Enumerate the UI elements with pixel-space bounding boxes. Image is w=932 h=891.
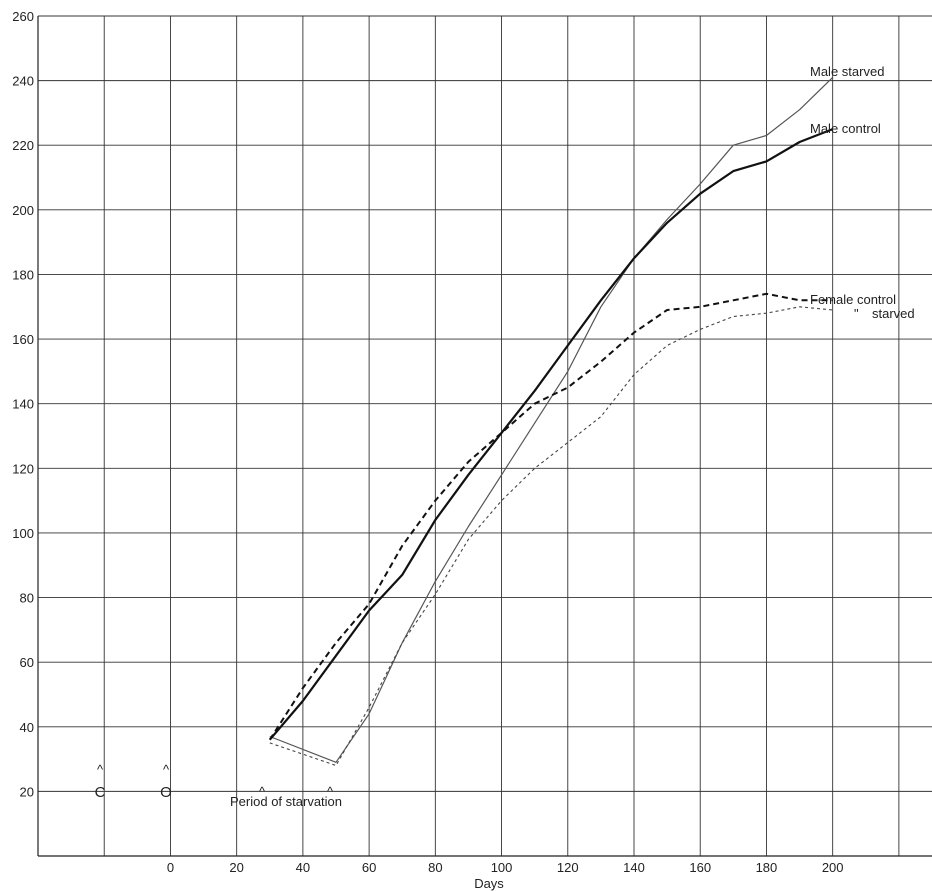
chart-series [268,76,834,767]
caret-o: ^ [163,762,170,777]
marker-c: C [95,784,106,801]
y-tick-label: 220 [12,138,34,153]
x-tick-label: 0 [167,860,174,875]
y-tick-label: 160 [12,332,34,347]
x-tick-label: 140 [623,860,645,875]
y-tick-label: 180 [12,267,34,282]
x-tick-label: 40 [296,860,310,875]
x-tick-label: 80 [428,860,442,875]
y-tick-label: 100 [12,526,34,541]
caret-period-end: ^ [327,784,334,799]
x-tick-label: 100 [491,860,513,875]
series-line-male-control [268,128,834,741]
annotation-period-of-starvation: Period of starvation [230,794,342,809]
y-tick-label: 120 [12,461,34,476]
x-axis-ticks: 0 20 40 60 80 100 120 140 160 180 200 [167,860,844,875]
y-tick-label: 40 [20,720,34,735]
marker-o: O [160,784,172,801]
y-axis-ticks: 20 40 60 80 100 120 140 160 180 200 220 240 260 [12,9,34,799]
series-label-male-starved: Male starved [810,64,884,79]
series-line-starved [269,306,833,767]
chart-grid [37,15,932,857]
caret-c: ^ [97,762,104,777]
caret-period-start: ^ [259,784,266,799]
series-line-female-control [268,292,833,741]
y-tick-label: 20 [20,784,34,799]
y-tick-label: 140 [12,397,34,412]
x-axis-label: Days [474,876,504,891]
x-tick-label: 20 [229,860,243,875]
x-tick-label: 60 [362,860,376,875]
x-tick-label: 180 [756,860,778,875]
x-tick-label: 200 [822,860,844,875]
x-tick-label: 160 [689,860,711,875]
y-tick-label: 200 [12,203,34,218]
x-tick-label: 120 [557,860,579,875]
y-tick-label: 60 [20,655,34,670]
y-tick-label: 240 [12,74,34,89]
series-label-female-control: Female control [810,292,896,307]
series-label-ditto-mark: " [854,306,859,321]
y-tick-label: 80 [20,591,34,606]
series-label-male-control: Male control [810,121,881,136]
series-line-male-starved [269,76,834,763]
series-label-female-starved: starved [872,306,915,321]
y-tick-label: 260 [12,9,34,24]
